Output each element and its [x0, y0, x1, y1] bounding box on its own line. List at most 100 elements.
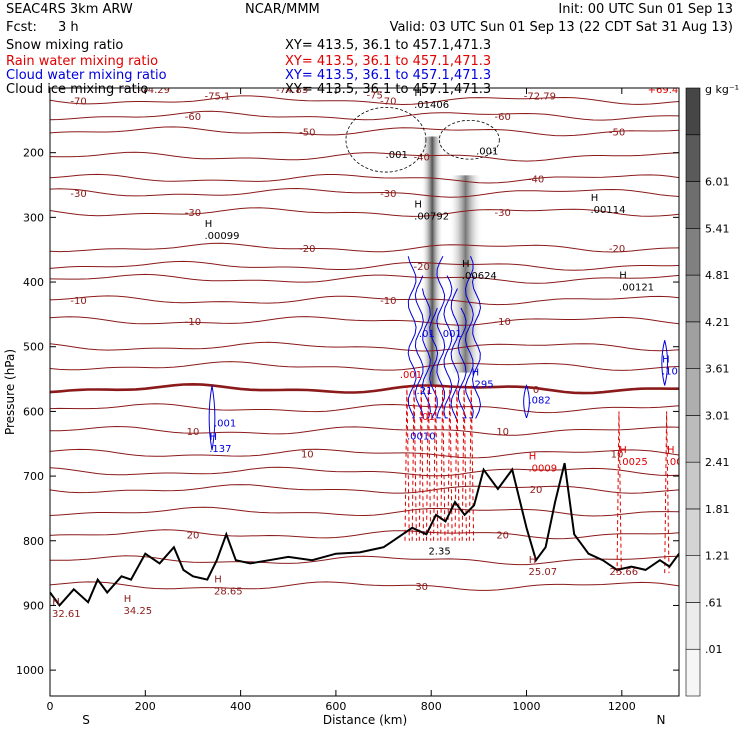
isotherm-line [50, 273, 679, 284]
isotherm-label: -70 [380, 96, 396, 107]
org-label: NCAR/MMM [245, 2, 320, 17]
y-tick-label: 700 [23, 470, 44, 483]
colorbar-label: 4.81 [705, 269, 730, 282]
contour-value-label: .001 [667, 457, 689, 468]
x-tick-label: 0 [47, 700, 54, 713]
isotherm-label: -10 [70, 296, 86, 307]
plot-frame [49, 87, 680, 697]
field-xy-cloud-ice: XY= 413.5, 36.1 to 457.1,471.3 [285, 82, 491, 97]
isotherm-label: -20 [414, 262, 430, 273]
high-marker: H [667, 445, 675, 456]
isotherm-line [50, 173, 679, 184]
contour-value-label: .137 [209, 444, 231, 455]
direction-north: N [657, 713, 666, 727]
y-tick-label: 500 [23, 341, 44, 354]
contour-value-label: .001 [386, 150, 408, 161]
isotherm-line [50, 95, 679, 106]
colorbar: .01 .61 1.21 1.81 2.41 3.01 3.61 4.21 4.81 5.41 6.… [685, 87, 730, 697]
colorbar-unit: g kg⁻¹ [705, 83, 739, 96]
contour-value-label: .00624 [462, 271, 497, 282]
x-tick-label: 800 [421, 700, 442, 713]
colorbar-swatch [685, 602, 701, 650]
isotherm-line [50, 110, 679, 121]
isotherm-line [50, 555, 679, 566]
colorbar-label: 3.61 [705, 363, 730, 376]
isotherm-label: 10 [611, 449, 624, 460]
high-marker: H [214, 575, 222, 586]
high-marker: H [414, 199, 422, 210]
cloud-water-contour [457, 307, 467, 419]
contour-value-label: .0025 [619, 457, 648, 468]
isotherm-line [50, 242, 679, 253]
rain-water-contour [418, 385, 425, 541]
contour-value-label: .01 [419, 412, 435, 423]
contour-value-label: .082 [529, 396, 551, 407]
high-marker: H [472, 368, 480, 379]
contour-value-label: -75.1 [204, 92, 230, 103]
init-time: Init: 00 UTC Sun 01 Sep 13 [558, 2, 733, 17]
y-tick-label: 200 [23, 147, 44, 160]
cloud-water-contour [414, 275, 424, 419]
isotherm-label: -10 [185, 317, 201, 328]
isotherm-label: 10 [496, 427, 509, 438]
plot-area: -70 -70 -60 -60 -50 -50 -40 -40 -30 -30 -30 -30 -20 -… [50, 88, 689, 620]
isotherm-label: -20 [299, 244, 315, 255]
y-tick-label: 600 [23, 405, 44, 418]
x-axis-label: Distance (km) [323, 713, 407, 727]
contour-value-label: .00121 [619, 283, 654, 294]
colorbar-swatch [685, 508, 701, 556]
colorbar-label: 1.81 [705, 503, 730, 516]
isotherm-line [50, 361, 679, 371]
isotherm-label: 0 [533, 385, 539, 396]
valid-time: Valid: 03 UTC Sun 01 Sep 13 (22 CDT Sat … [390, 20, 733, 35]
x-tick-label: 1200 [608, 700, 636, 713]
contour-value-label: 32.61 [52, 609, 81, 620]
isotherm-label: -20 [609, 244, 625, 255]
terrain-line [50, 462, 679, 607]
high-marker: H [529, 452, 537, 463]
cloud-water-contour [523, 384, 530, 419]
isotherm-line [50, 126, 679, 137]
field-name-cloud-ice: Cloud ice mixing ratio [6, 82, 148, 97]
rain-water-contour [425, 385, 432, 541]
isotherm-label: -50 [609, 127, 625, 138]
isotherm-line [50, 484, 679, 494]
colorbar-swatch [685, 181, 701, 229]
cloud-water-contour [443, 275, 453, 419]
rain-water-contour [404, 385, 410, 541]
colorbar-label: 5.41 [705, 222, 730, 235]
high-marker: H [124, 594, 132, 605]
contour-value-label: .21 [417, 386, 433, 397]
contour-value-label: .00114 [590, 205, 625, 216]
contour-value-label: .01406 [414, 100, 449, 111]
rain-water-contour [447, 385, 453, 541]
direction-south: S [82, 713, 90, 727]
colorbar-swatch [685, 461, 701, 510]
colorbar-swatch [685, 321, 701, 369]
cloud-ice-contour [438, 119, 500, 160]
contour-value-label: .0009 [529, 464, 558, 475]
isotherm-label: -70 [70, 96, 86, 107]
colorbar-label: .01 [705, 643, 723, 656]
y-axis-label: Pressure (hPa) [3, 349, 17, 435]
colorbar-label: 2.41 [705, 456, 730, 469]
isotherm-label: -30 [185, 208, 201, 219]
contour-value-label: 25.07 [529, 567, 558, 578]
high-marker: H [462, 259, 470, 270]
plot-content: -70 -70 -60 -60 -50 -50 -40 -40 -30 -30 -30 -30 -20 -… [50, 88, 689, 620]
isotherm-label: -30 [380, 189, 396, 200]
isotherm-line [50, 295, 679, 306]
isotherm-line [50, 187, 679, 198]
field-legend: Snow mixing ratio XY= 413.5, 36.1 to 457… [6, 38, 491, 97]
isotherm-label: -40 [528, 175, 544, 186]
isotherm-label: -40 [414, 153, 430, 164]
isotherm-line [50, 382, 679, 395]
cloud-water-contour [471, 275, 482, 419]
high-marker: H [414, 88, 422, 99]
field-name-rain: Rain water mixing ratio [6, 54, 158, 69]
cloud-water-contour [450, 288, 460, 419]
isotherm-line [50, 151, 679, 162]
isotherm-label: -10 [380, 296, 396, 307]
rain-water-contour [433, 385, 439, 541]
